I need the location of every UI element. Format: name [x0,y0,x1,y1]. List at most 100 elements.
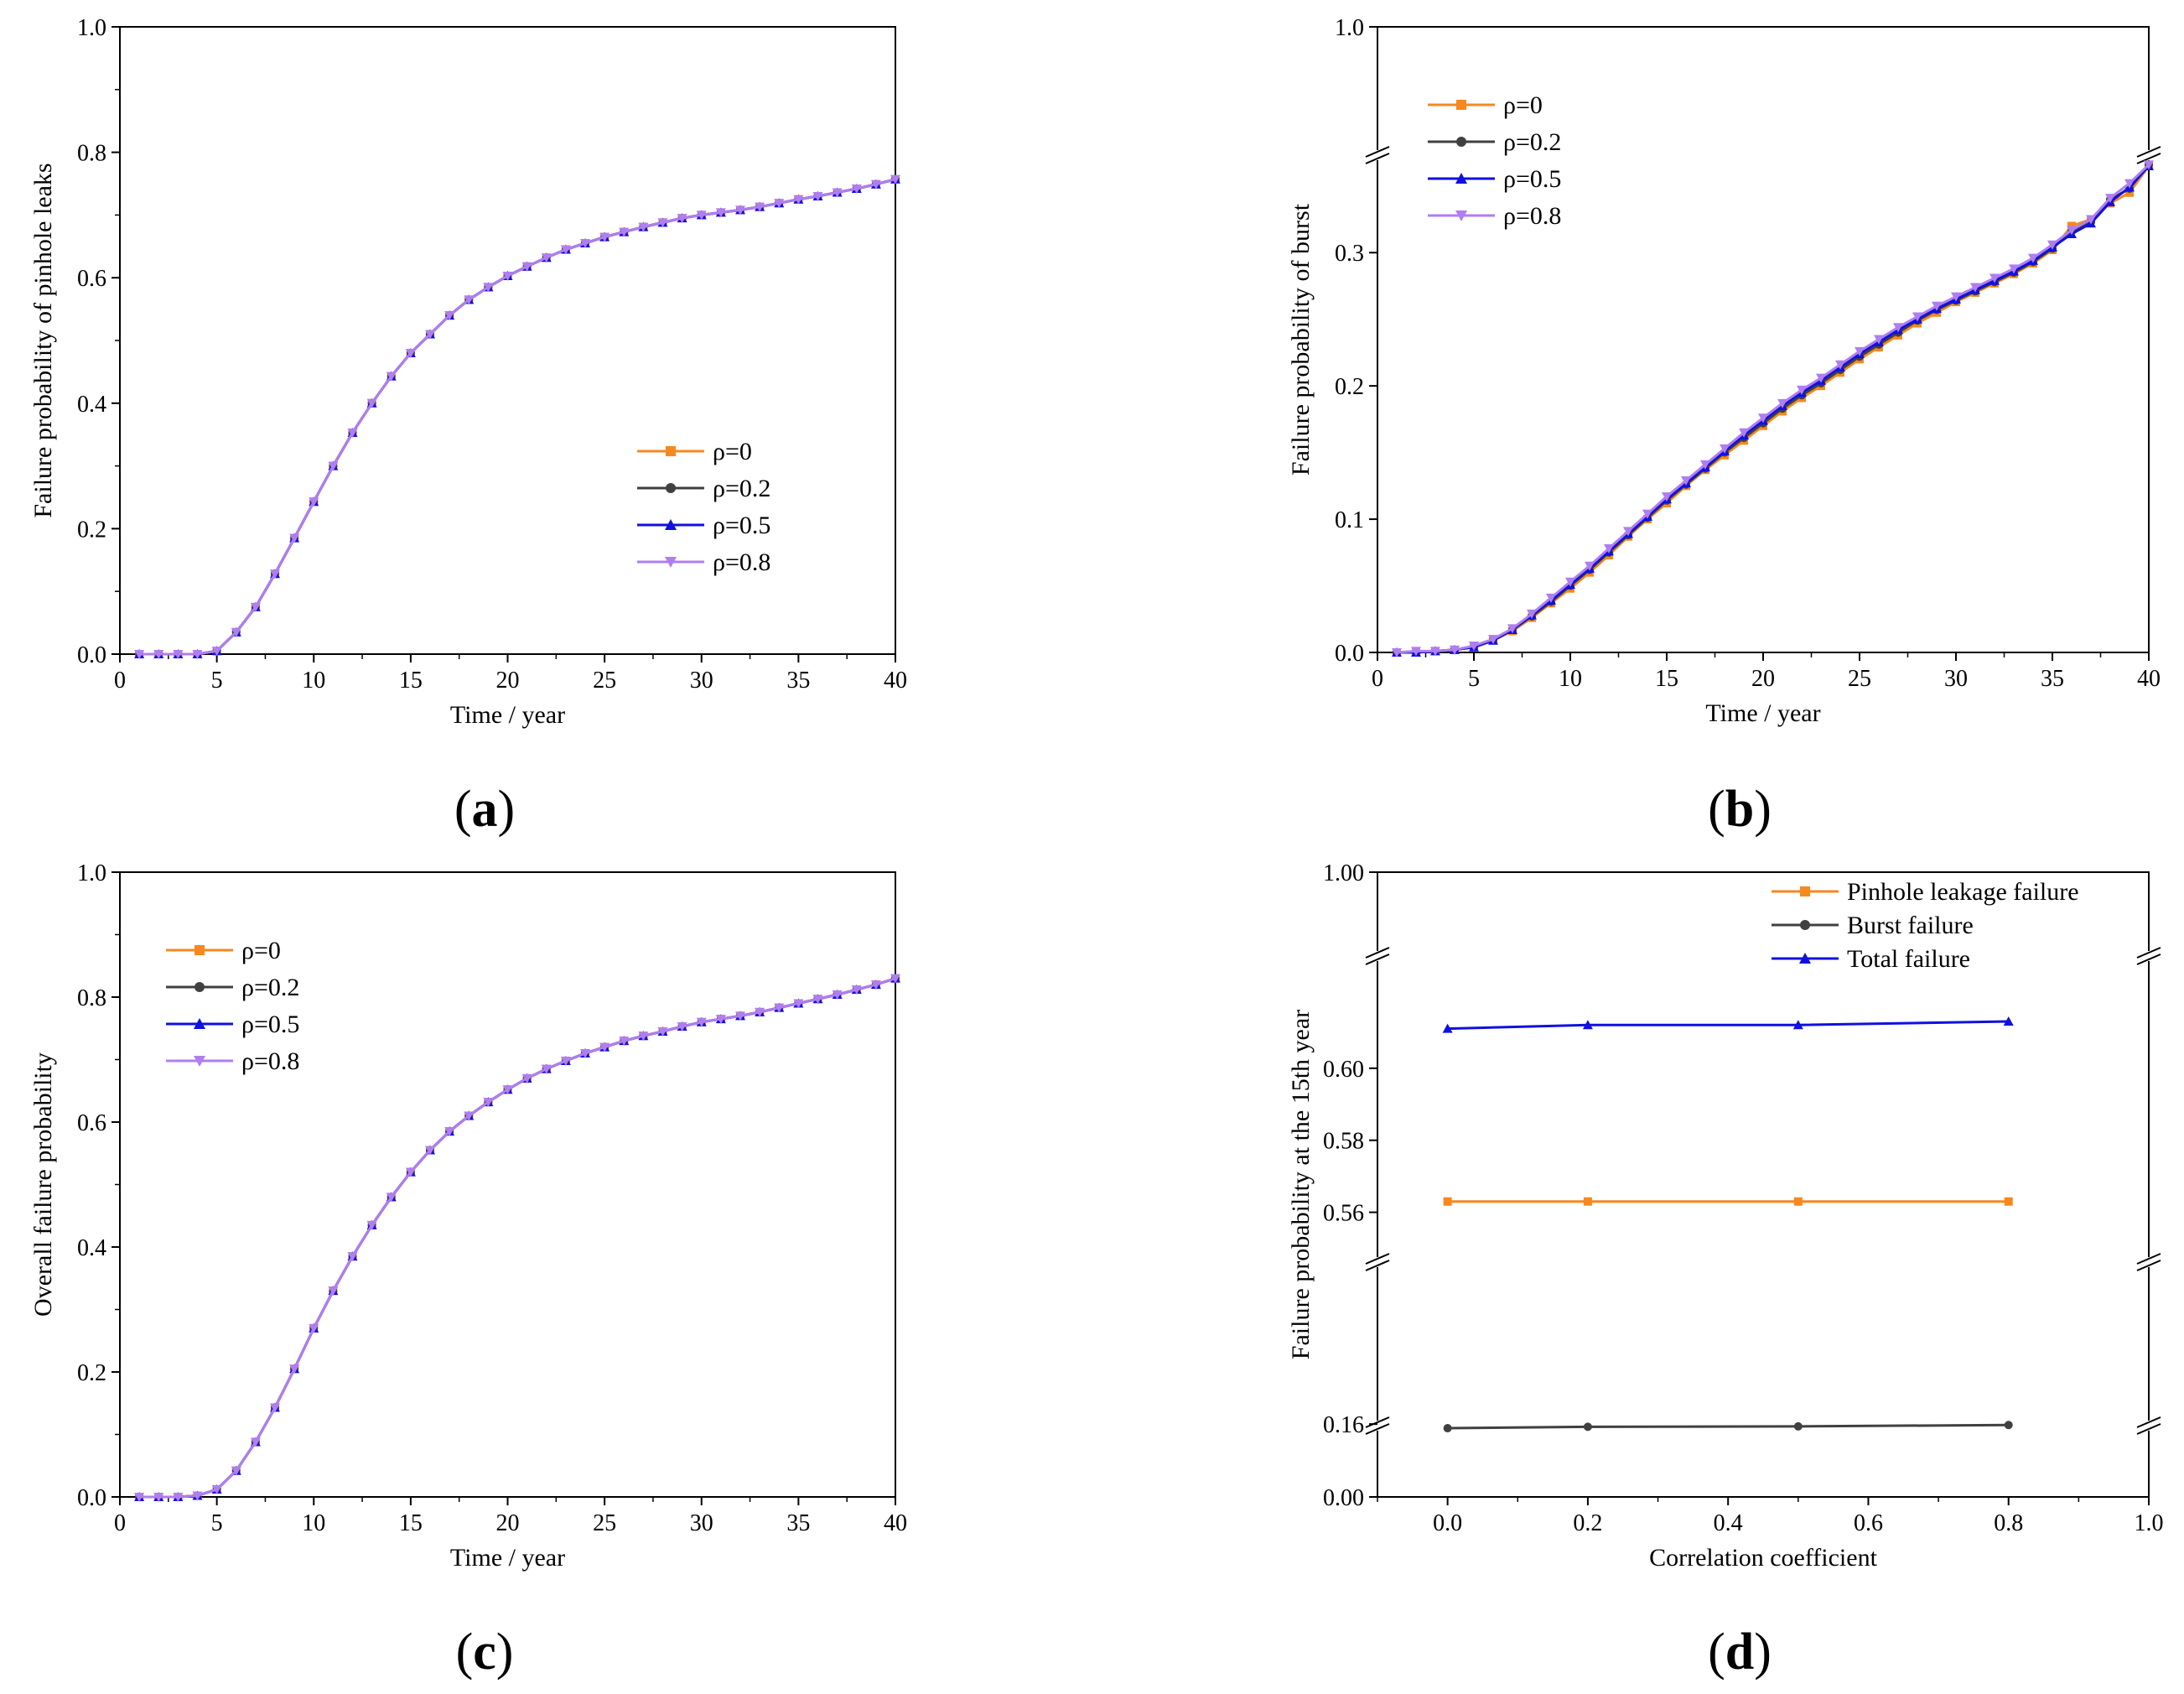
triangle-down-marker [2144,160,2154,170]
triangle-down-marker [599,232,610,242]
triangle-down-marker [832,990,843,1000]
triangle-down-marker [366,398,377,408]
triangle-down-marker [2028,253,2038,263]
axis-break-mark [1365,1260,1390,1271]
triangle-down-marker [1469,642,1479,652]
triangle-down-marker [677,1022,687,1032]
x-tick-label: 10 [1559,666,1582,692]
x-tick-label: 0.6 [1854,1510,1883,1536]
x-tick-label: 20 [496,1510,520,1536]
triangle-down-marker [735,205,745,216]
square-marker [1456,100,1466,110]
triangle-down-marker [677,214,687,224]
x-tick-label: 40 [884,1510,907,1536]
triangle-down-marker [250,602,261,612]
legend-entry-label: ρ=0.5 [1503,165,1561,193]
triangle-down-marker [1527,609,1537,619]
panel-label: (a) [454,781,515,838]
triangle-down-marker [2067,226,2077,236]
triangle-down-marker [231,627,241,637]
circle-marker [1583,1422,1592,1432]
triangle-down-marker [405,1167,416,1177]
triangle-down-marker [774,1003,785,1013]
triangle-down-marker [580,1049,590,1059]
x-tick-label: 25 [593,668,616,694]
y-tick-label: 1.0 [77,860,106,886]
triangle-down-marker [1642,509,1652,519]
triangle-down-marker [715,208,726,218]
panel-label: (d) [1708,1624,1772,1681]
y-tick-label: 0.4 [77,1235,106,1261]
triangle-down-marker [1411,647,1421,657]
triangle-down-marker [153,650,164,659]
triangle-down-marker [328,461,339,471]
triangle-down-marker [793,999,804,1009]
y-axis-title: Failure probability at the 15th year [1287,1010,1315,1359]
triangle-down-marker [309,497,319,507]
square-marker [2004,1197,2013,1206]
triangle-down-marker [735,1011,745,1021]
x-tick-label: 0.8 [1994,1510,2023,1536]
triangle-down-marker [870,179,881,190]
triangle-down-marker [1720,444,1730,454]
triangle-down-marker [1450,645,1460,655]
y-tick-label: 1.0 [1335,15,1364,41]
axis-break-gap [2139,1421,2159,1431]
triangle-down-marker [483,1098,494,1108]
panel-label-open: ( [1708,1624,1725,1681]
triangle-down-marker [657,1026,668,1037]
triangle-down-marker [425,1146,435,1156]
legend-entry-label: ρ=0.8 [241,1047,299,1075]
legend-entry-label: ρ=0.8 [1503,202,1561,230]
x-tick-label: 15 [399,668,423,694]
y-tick-label: 0.1 [1335,507,1364,533]
axis-break-mark [1365,1253,1390,1265]
x-tick-label: 30 [1944,666,1968,692]
legend-entry-label: ρ=0.2 [241,974,299,1001]
axis-break-mark [2136,153,2161,164]
series-line-1 [139,178,896,656]
triangle-down-marker [2105,194,2115,204]
series-line-2 [1447,1020,2009,1031]
triangle-down-marker [502,1085,513,1095]
x-axis-title: Time / year [450,701,565,729]
triangle-down-marker [173,650,184,659]
triangle-down-marker [192,1491,203,1501]
triangle-up-marker [1582,1020,1593,1030]
y-axis-title: Failure probability of pinhole leaks [29,163,57,517]
triangle-up-marker [1799,953,1811,964]
x-axis-title: Time / year [1705,699,1820,727]
y-tick-label: 0.2 [1335,374,1364,400]
x-tick-label: 10 [302,668,325,694]
legend-entry-label: ρ=0.2 [1503,128,1561,156]
legend: ρ=0 ρ=0.2 ρ=0.5 ρ=0.8 [1428,91,1561,230]
triangle-down-marker [1681,475,1691,486]
triangle-down-marker [173,1493,184,1502]
triangle-down-marker [347,428,358,438]
series-line-3 [139,178,896,656]
triangle-down-marker [464,1111,475,1121]
axis-break-mark [1365,954,1390,965]
x-tick-label: 35 [2041,666,2064,692]
triangle-down-marker [502,271,513,281]
legend-entry-label: ρ=0.2 [713,475,770,502]
triangle-down-marker [1546,593,1556,603]
triangle-down-marker [328,1286,339,1296]
y-tick-label: 1.00 [1323,860,1364,886]
triangle-down-marker [464,295,475,305]
x-tick-label: 10 [302,1510,325,1536]
triangle-down-marker [134,650,145,659]
x-tick-label: 35 [786,668,810,694]
triangle-down-marker [405,348,416,358]
axis-break-gap [1367,1421,1388,1431]
triangle-down-marker [1700,460,1710,470]
square-marker [195,945,205,955]
y-tick-label: 0.8 [77,985,106,1011]
panel-label-open: ( [456,1624,474,1681]
y-axis-title: Overall failure probability [29,1052,57,1317]
triangle-down-marker [812,995,823,1005]
triangle-down-marker [755,1007,765,1017]
square-marker [1793,1197,1803,1206]
panel-label-close: ) [1754,1624,1772,1681]
axis-break-mark [1365,1423,1390,1435]
